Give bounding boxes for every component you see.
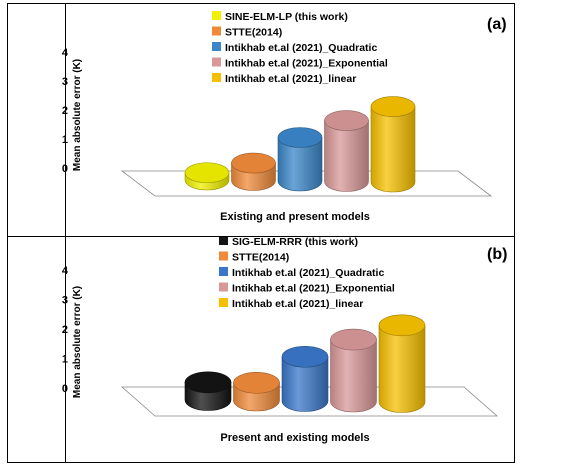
legend-swatch-3 — [219, 267, 228, 276]
figure-frame — [7, 3, 515, 463]
bar-3 — [277, 127, 323, 192]
legend-swatch-5 — [219, 298, 228, 307]
legend-label-4: Intikhab et.al (2021)_Exponential — [232, 283, 395, 295]
bar-4 — [330, 328, 377, 413]
y-tick-label: 2 — [62, 105, 68, 117]
y-tick-label: 2 — [62, 324, 68, 336]
y-axis-label: Mean absolute error (K) — [72, 59, 83, 171]
legend-swatch-1 — [212, 11, 221, 20]
legend-label-1: SINE-ELM-LP (this work) — [225, 11, 348, 23]
bar-5 — [378, 314, 426, 413]
legend-label-5: Intikhab et.al (2021)_linear — [225, 73, 356, 85]
legend-swatch-2 — [212, 26, 221, 36]
legend-label-2: STTE(2014) — [232, 252, 289, 264]
y-tick-label: 3 — [62, 295, 68, 307]
legend-label-3: Intikhab et.al (2021)_Quadratic — [232, 267, 384, 279]
bar-4 — [324, 110, 369, 192]
legend-label-1: SIG-ELM-RRR (this work) — [232, 237, 358, 248]
bar-1 — [184, 371, 232, 411]
chart-panel-a: SINE-ELM-LP (this work) STTE(2014) Intikha… — [62, 11, 507, 223]
bar-5 — [370, 96, 416, 193]
y-tick-label: 3 — [62, 76, 68, 88]
x-axis-label: Existing and present models — [220, 211, 370, 223]
y-tick-label: 1 — [62, 134, 68, 146]
legend-swatch-5 — [212, 73, 221, 82]
legend-label-5: Intikhab et.al (2021)_linear — [232, 298, 363, 310]
legend-swatch-4 — [219, 282, 228, 292]
legend-swatch-4 — [212, 57, 221, 67]
chart-panel-b: SIG-ELM-RRR (this work) STTE(2014) Intikha… — [62, 237, 507, 444]
legend-label-3: Intikhab et.al (2021)_Quadratic — [225, 42, 377, 54]
y-tick-label: 0 — [62, 383, 68, 395]
legend-label-2: STTE(2014) — [225, 27, 282, 39]
y-tick-label: 4 — [62, 47, 69, 59]
bar-3 — [281, 345, 329, 412]
x-axis-label: Present and existing models — [220, 432, 369, 444]
panel-label: (a) — [487, 16, 507, 33]
legend-swatch-3 — [212, 42, 221, 51]
panel-divider — [7, 236, 515, 237]
left-column-line — [65, 3, 66, 463]
bar-2 — [233, 372, 280, 412]
legend-label-4: Intikhab et.al (2021)_Exponential — [225, 58, 388, 70]
legend-swatch-1 — [219, 237, 228, 245]
y-axis-label: Mean absolute error (K) — [72, 286, 83, 398]
legend-swatch-2 — [219, 251, 228, 261]
y-tick-label: 4 — [62, 265, 69, 277]
panel-label: (b) — [487, 246, 507, 263]
bar-2 — [231, 152, 276, 191]
y-tick-label: 0 — [62, 163, 68, 175]
bar-1 — [184, 162, 230, 191]
y-tick-label: 1 — [62, 354, 68, 366]
